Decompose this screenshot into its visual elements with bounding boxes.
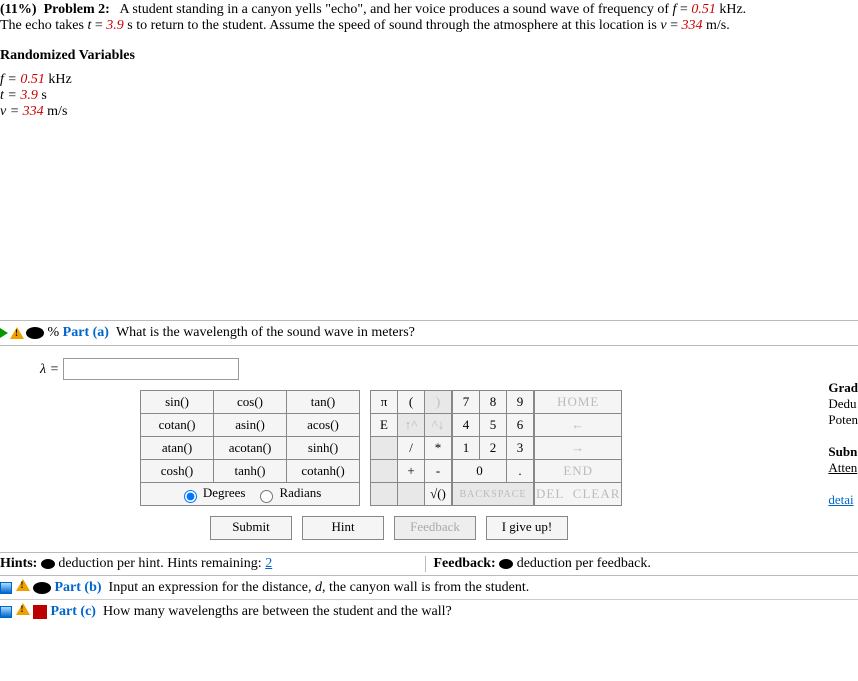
function-keypad: sin() cos() tan() cotan() asin() acos() … [140, 390, 360, 506]
action-buttons: Submit Hint Feedback I give up! [210, 516, 858, 540]
key-6[interactable]: 6 [507, 414, 534, 437]
key-8[interactable]: 8 [480, 391, 507, 414]
collapse-icon[interactable] [0, 582, 12, 594]
number-keypad: 7 8 9 4 5 6 1 2 3 0 . BACKSPACE [452, 390, 534, 506]
key-sinh[interactable]: sinh() [287, 437, 360, 460]
hints-redacted-icon [41, 559, 55, 569]
grade-sidebar: Grad Dedu Poten Subn Atten detai [828, 380, 858, 508]
randomized-vars: f = 0.51 kHz t = 3.9 s v = 334 m/s [0, 72, 858, 120]
giveup-button[interactable]: I give up! [486, 516, 568, 540]
part-c-title: Part (c) [51, 604, 96, 619]
expand-icon[interactable] [0, 328, 8, 338]
key-sub[interactable]: ^↓ [425, 414, 452, 437]
hints-label: Hints: [0, 556, 37, 571]
key-plus[interactable]: + [398, 460, 425, 483]
keypad-area: sin() cos() tan() cotan() asin() acos() … [140, 390, 858, 506]
part-a-question: What is the wavelength of the sound wave… [116, 325, 415, 340]
key-1[interactable]: 1 [453, 437, 480, 460]
key-end[interactable]: END [535, 460, 622, 483]
key-blank3 [371, 483, 398, 506]
redacted-icon [33, 582, 51, 594]
part-c-row: Part (c) How many wavelengths are betwee… [0, 600, 858, 623]
details-link[interactable]: detai [828, 492, 858, 508]
part-a-title: Part (a) [63, 325, 109, 340]
collapse-icon[interactable] [0, 606, 12, 618]
key-tanh[interactable]: tanh() [214, 460, 287, 483]
key-blank1 [371, 437, 398, 460]
part-b-title: Part (b) [55, 580, 102, 595]
key-div[interactable]: / [398, 437, 425, 460]
lambda-label: λ = [40, 362, 63, 377]
key-2[interactable]: 2 [480, 437, 507, 460]
key-tan[interactable]: tan() [287, 391, 360, 414]
redacted-icon [26, 327, 44, 339]
warning-icon [10, 327, 24, 339]
problem-number: Problem 2: [40, 2, 117, 17]
feedback-redacted-icon [499, 559, 513, 569]
key-atan[interactable]: atan() [141, 437, 214, 460]
key-del-clear[interactable]: DEL CLEAR [535, 483, 622, 506]
hint-button[interactable]: Hint [302, 516, 384, 540]
submit-button[interactable]: Submit [210, 516, 292, 540]
key-pi[interactable]: π [371, 391, 398, 414]
problem-text-2: The echo takes [0, 18, 87, 33]
key-cotanh[interactable]: cotanh() [287, 460, 360, 483]
val-v: 334 [681, 18, 702, 33]
degrees-radio[interactable]: Degrees [179, 485, 246, 500]
key-cos[interactable]: cos() [214, 391, 287, 414]
control-keypad: HOME ← → END DEL CLEAR [534, 390, 622, 506]
problem-statement: (11%) Problem 2: A student standing in a… [0, 0, 858, 36]
part-b-row: Part (b) Input an expression for the dis… [0, 576, 858, 600]
feedback-button: Feedback [394, 516, 476, 540]
key-3[interactable]: 3 [507, 437, 534, 460]
key-dot[interactable]: . [507, 460, 534, 483]
key-0[interactable]: 0 [453, 460, 507, 483]
var-t: t [87, 18, 91, 33]
key-e[interactable]: E [371, 414, 398, 437]
randomized-heading: Randomized Variables [0, 48, 858, 64]
hints-remaining-link[interactable]: 2 [265, 556, 272, 571]
bookmark-icon [33, 605, 47, 619]
key-sin[interactable]: sin() [141, 391, 214, 414]
var-v: v [660, 18, 666, 33]
key-backspace[interactable]: BACKSPACE [453, 483, 534, 506]
val-f: 0.51 [691, 2, 716, 17]
answer-input[interactable] [63, 358, 239, 380]
key-rparen[interactable]: ) [425, 391, 452, 414]
hint-feedback-bar: Hints: deduction per hint. Hints remaini… [0, 552, 858, 576]
key-minus[interactable]: - [425, 460, 452, 483]
key-9[interactable]: 9 [507, 391, 534, 414]
key-4[interactable]: 4 [453, 414, 480, 437]
key-right[interactable]: → [535, 437, 622, 460]
symbol-keypad: π ( ) E ↑^ ^↓ / * + - √() [370, 390, 452, 506]
warning-icon [16, 603, 30, 615]
feedback-label: Feedback: [434, 556, 496, 571]
key-mul[interactable]: * [425, 437, 452, 460]
key-sqrt[interactable]: √() [425, 483, 452, 506]
key-cotan[interactable]: cotan() [141, 414, 214, 437]
key-acotan[interactable]: acotan() [214, 437, 287, 460]
key-blank2 [371, 460, 398, 483]
key-blank4 [398, 483, 425, 506]
key-home[interactable]: HOME [535, 391, 622, 414]
key-asin[interactable]: asin() [214, 414, 287, 437]
percent-label: (11%) [0, 2, 37, 17]
part-a-header: % Part (a) What is the wavelength of the… [0, 320, 858, 346]
answer-row: λ = [40, 358, 858, 380]
key-cosh[interactable]: cosh() [141, 460, 214, 483]
angle-mode-row: Degrees Radians [141, 483, 360, 506]
key-left[interactable]: ← [535, 414, 622, 437]
var-f: f [673, 2, 677, 17]
val-t: 3.9 [106, 18, 124, 33]
radians-radio[interactable]: Radians [255, 485, 321, 500]
key-7[interactable]: 7 [453, 391, 480, 414]
key-5[interactable]: 5 [480, 414, 507, 437]
key-sup[interactable]: ↑^ [398, 414, 425, 437]
problem-text-1: A student standing in a canyon yells "ec… [120, 2, 673, 17]
key-lparen[interactable]: ( [398, 391, 425, 414]
warning-icon [16, 579, 30, 591]
key-acos[interactable]: acos() [287, 414, 360, 437]
